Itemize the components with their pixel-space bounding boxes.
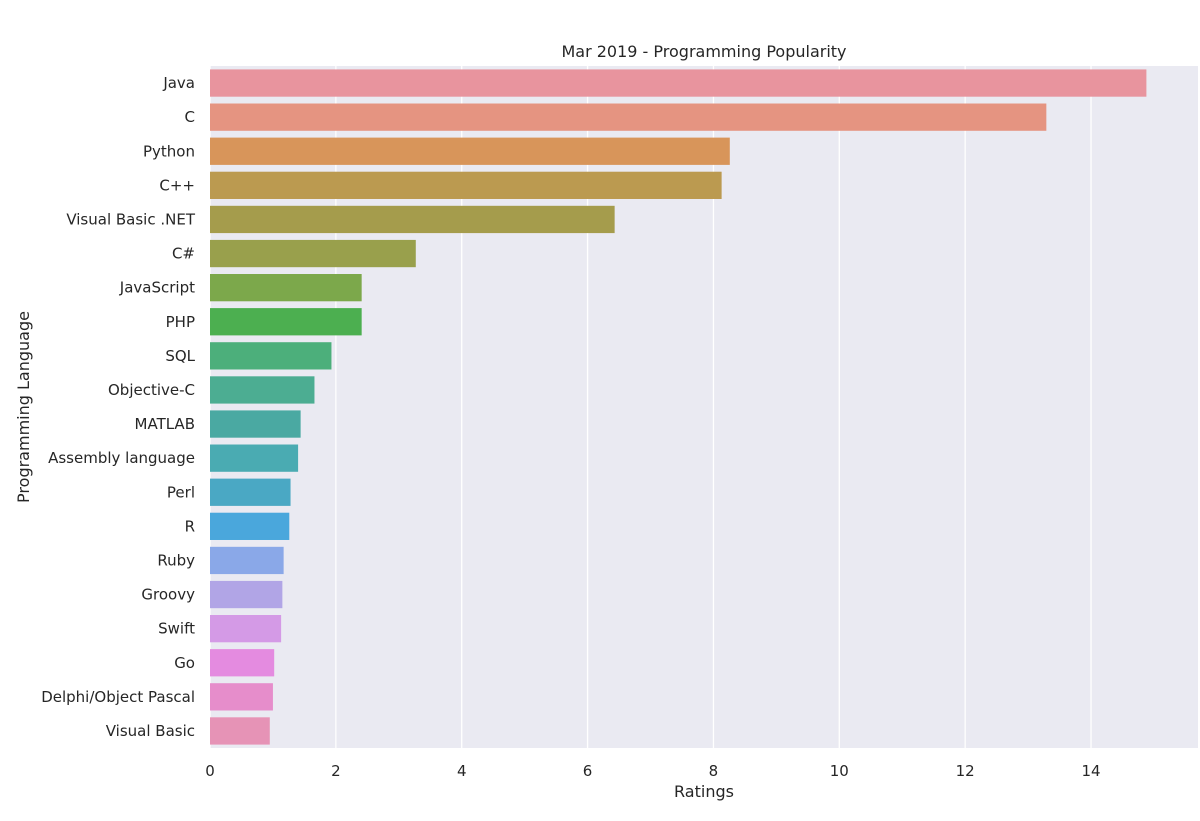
y-tick-label: R — [185, 517, 195, 535]
x-tick-label: 12 — [956, 762, 975, 780]
bar — [210, 580, 283, 609]
bar — [210, 239, 416, 268]
bar — [210, 376, 315, 404]
bar — [210, 137, 730, 165]
y-tick-label: Visual Basic — [106, 722, 195, 740]
y-tick-label: Groovy — [141, 586, 195, 604]
y-tick-label: Visual Basic .NET — [66, 210, 195, 228]
x-tick-label: 10 — [830, 762, 849, 780]
plot-background — [210, 66, 1198, 748]
bar — [210, 103, 1047, 131]
y-tick-label: Swift — [158, 620, 195, 638]
bar — [210, 444, 299, 472]
bar — [210, 649, 275, 677]
y-tick-label: Python — [143, 142, 195, 160]
x-tick-labels: 0 2 4 6 8 10 12 14 — [205, 762, 1100, 780]
y-tick-label: Delphi/Object Pascal — [41, 688, 195, 706]
y-tick-label: C# — [172, 245, 195, 263]
chart-title: Mar 2019 - Programming Popularity — [561, 42, 846, 61]
y-tick-label: PHP — [166, 313, 195, 331]
bar — [210, 342, 332, 370]
bar — [210, 171, 722, 199]
bar — [210, 683, 273, 711]
bar — [210, 615, 282, 643]
x-tick-label: 14 — [1081, 762, 1100, 780]
x-tick-label: 0 — [205, 762, 215, 780]
bar — [210, 274, 362, 302]
bars — [210, 69, 1147, 745]
y-tick-label: Go — [174, 654, 195, 672]
bar — [210, 205, 615, 234]
bar — [210, 717, 270, 745]
y-tick-label: Java — [162, 74, 195, 92]
y-tick-label: Objective-C — [108, 381, 195, 399]
y-tick-label: Ruby — [157, 551, 195, 569]
y-tick-label: MATLAB — [135, 415, 195, 433]
x-tick-label: 6 — [583, 762, 593, 780]
x-axis-label: Ratings — [674, 782, 734, 801]
bar — [210, 308, 362, 336]
bar — [210, 478, 291, 506]
y-tick-label: Perl — [167, 483, 195, 501]
bar — [210, 546, 284, 575]
y-tick-label: C — [185, 108, 195, 126]
y-tick-label: SQL — [165, 347, 195, 365]
y-tick-label: Assembly language — [48, 449, 195, 467]
y-tick-labels: Java C Python C++ Visual Basic .NET C# JavaScr… — [41, 74, 196, 740]
y-axis-label: Programming Language — [14, 311, 33, 503]
bar — [210, 69, 1147, 97]
x-tick-label: 8 — [709, 762, 719, 780]
x-tick-label: 2 — [331, 762, 341, 780]
x-tick-label: 4 — [457, 762, 467, 780]
bar — [210, 410, 301, 438]
y-tick-label: C++ — [159, 176, 195, 194]
y-tick-label: JavaScript — [119, 279, 195, 297]
bar — [210, 512, 290, 540]
